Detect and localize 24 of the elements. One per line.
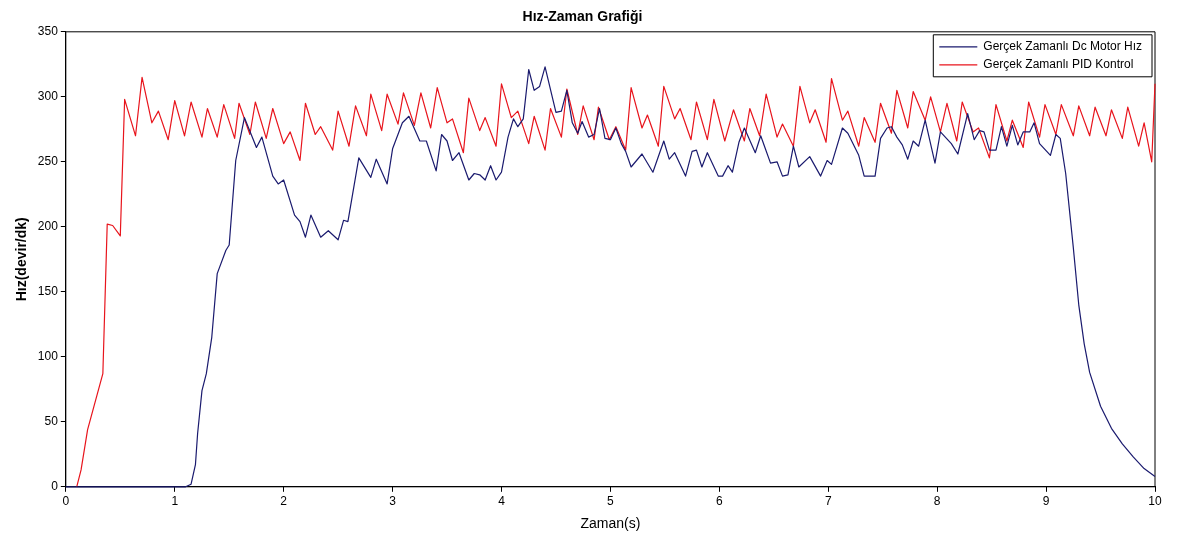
y-tick-label: 100	[37, 349, 59, 364]
y-tick-label: 200	[37, 219, 59, 234]
x-tick-label: 3	[389, 494, 397, 509]
y-tick-label: 350	[37, 24, 59, 39]
x-tick-label: 8	[933, 494, 941, 509]
x-tick-label: 4	[498, 494, 506, 509]
y-tick-label: 0	[51, 479, 59, 494]
chart-title: Hız-Zaman Grafiği	[522, 8, 643, 25]
legend-label: Gerçek Zamanlı PID Kontrol	[983, 57, 1134, 72]
x-tick-label: 0	[62, 494, 70, 509]
y-tick-label: 250	[37, 154, 59, 169]
x-axis-title: Zaman(s)	[580, 515, 641, 532]
y-tick-label: 300	[37, 89, 59, 104]
y-axis-title: Hız(devir/dk)	[13, 217, 30, 302]
x-tick-label: 10	[1148, 494, 1162, 509]
x-tick-label: 6	[715, 494, 723, 509]
x-tick-label: 5	[607, 494, 615, 509]
x-tick-label: 9	[1042, 494, 1050, 509]
legend-label: Gerçek Zamanlı Dc Motor Hız	[983, 39, 1142, 54]
x-tick-label: 2	[280, 494, 288, 509]
y-tick-label: 150	[37, 284, 59, 299]
x-tick-label: 7	[824, 494, 832, 509]
x-tick-label: 1	[171, 494, 179, 509]
y-tick-label: 50	[44, 414, 59, 429]
